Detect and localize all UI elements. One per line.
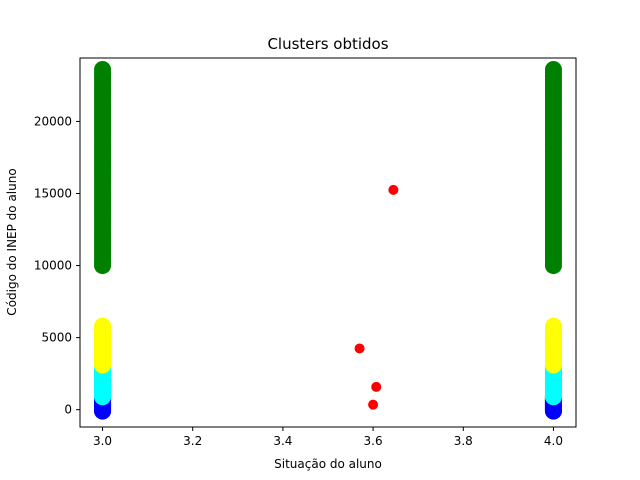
- outlier-point-0: [354, 343, 365, 354]
- axes-spines: [79, 57, 577, 428]
- cluster-point: [544, 61, 562, 79]
- x-tick-label: 3.8: [454, 434, 473, 448]
- x-tick-label: 3.0: [93, 434, 112, 448]
- y-axis-label: Código do INEP do aluno: [5, 168, 19, 315]
- cluster-point: [544, 317, 562, 335]
- outlier-point-3: [388, 184, 399, 195]
- cluster-band-3-0: [94, 61, 112, 275]
- outlier-point-2: [371, 381, 382, 392]
- x-tick-label: 3.2: [183, 434, 202, 448]
- cluster-band-2-1: [544, 317, 562, 374]
- cluster-point: [94, 61, 112, 79]
- plot-area: [94, 61, 562, 420]
- outlier-point-1: [368, 399, 379, 410]
- y-tick-label: 0: [64, 403, 72, 417]
- x-tick-label: 3.4: [273, 434, 292, 448]
- y-tick-label: 10000: [34, 259, 72, 273]
- cluster-point: [94, 317, 112, 335]
- x-tick-label: 3.6: [364, 434, 383, 448]
- x-axis-label: Situação do aluno: [274, 457, 382, 471]
- cluster-band-2-0: [94, 317, 112, 374]
- cluster-band-3-1: [544, 61, 562, 275]
- axes-frame: [79, 57, 577, 428]
- y-tick-label: 20000: [34, 114, 72, 128]
- y-tick-label: 5000: [41, 331, 72, 345]
- chart-title: Clusters obtidos: [267, 35, 388, 53]
- y-axis-ticks: 0 5000 10000 15000 20000: [34, 114, 80, 417]
- x-tick-label: 4.0: [544, 434, 563, 448]
- x-axis-ticks: 3.0 3.2 3.4 3.6 3.8 4.0: [93, 427, 563, 448]
- y-tick-label: 15000: [34, 186, 72, 200]
